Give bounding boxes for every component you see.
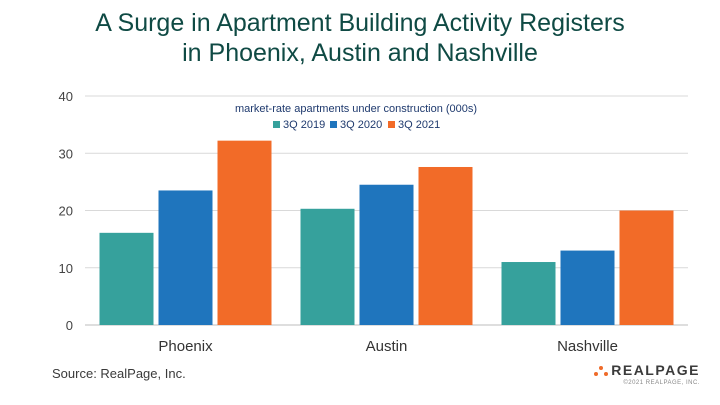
legend-swatch — [330, 121, 337, 128]
y-tick-label: 0 — [66, 318, 73, 333]
bar-nashville-2 — [619, 210, 674, 325]
logo-wordmark: REALPAGE — [611, 362, 700, 378]
title-line-1: A Surge in Apartment Building Activity R… — [95, 9, 625, 37]
y-tick-label: 30 — [59, 146, 73, 161]
x-tick-label: Phoenix — [158, 338, 213, 355]
y-tick-label: 40 — [59, 89, 73, 104]
source-note: Source: RealPage, Inc. — [52, 366, 186, 381]
legend-swatch — [273, 121, 280, 128]
legend-title: market-rate apartments under constructio… — [235, 103, 477, 115]
bar-austin-1 — [359, 184, 414, 325]
realpage-logo: REALPAGE ©2021 REALPAGE, INC. — [594, 362, 700, 386]
bar-phoenix-0 — [99, 232, 154, 325]
title-line-2: in Phoenix, Austin and Nashville — [182, 39, 538, 67]
y-tick-label: 20 — [59, 204, 73, 219]
legend-label: 3Q 2019 — [283, 119, 325, 131]
x-tick-label: Nashville — [557, 338, 618, 355]
bar-austin-0 — [300, 208, 355, 325]
legend-label: 3Q 2021 — [398, 119, 440, 131]
legend-label: 3Q 2020 — [340, 119, 382, 131]
bar-nashville-1 — [560, 250, 615, 325]
chart-title: A Surge in Apartment Building Activity R… — [0, 8, 720, 68]
bar-austin-2 — [418, 166, 473, 325]
bar-phoenix-2 — [217, 140, 272, 325]
logo-copyright: ©2021 REALPAGE, INC. — [623, 380, 700, 386]
x-tick-label: Austin — [366, 338, 408, 355]
y-tick-label: 10 — [59, 261, 73, 276]
legend-swatch — [388, 121, 395, 128]
bar-nashville-0 — [501, 262, 556, 325]
logo-dots-icon — [594, 365, 609, 376]
bar-phoenix-1 — [158, 190, 213, 325]
